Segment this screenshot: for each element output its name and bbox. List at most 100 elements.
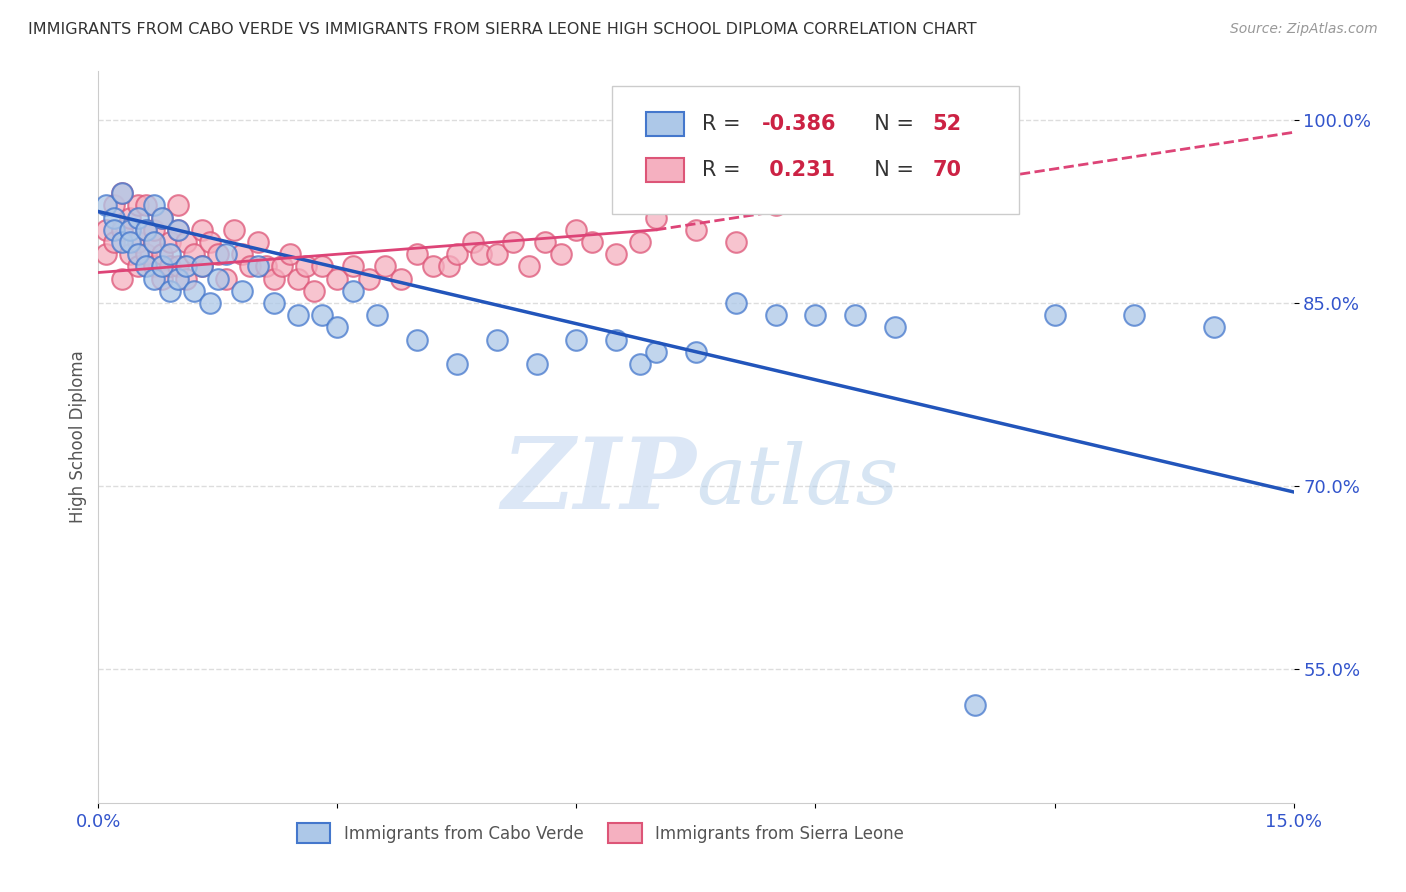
Point xyxy=(143,235,166,249)
Point xyxy=(159,284,181,298)
Point xyxy=(127,247,149,261)
Point xyxy=(198,296,221,310)
Point xyxy=(724,235,747,249)
Point xyxy=(143,223,166,237)
Point xyxy=(526,357,548,371)
Text: R =: R = xyxy=(702,160,747,180)
Point xyxy=(183,284,205,298)
Point xyxy=(765,198,787,212)
Point xyxy=(167,260,190,274)
Point xyxy=(143,271,166,285)
Point xyxy=(96,223,118,237)
Text: 0.231: 0.231 xyxy=(762,160,835,180)
Point xyxy=(254,260,277,274)
Point xyxy=(294,260,316,274)
Text: -0.386: -0.386 xyxy=(762,114,837,134)
Point xyxy=(446,357,468,371)
Point xyxy=(174,271,197,285)
Point xyxy=(174,260,197,274)
Point xyxy=(183,247,205,261)
Point xyxy=(135,260,157,274)
Point xyxy=(103,198,125,212)
Point xyxy=(159,235,181,249)
Point xyxy=(485,333,508,347)
Point xyxy=(150,260,173,274)
Point xyxy=(605,333,627,347)
Point xyxy=(159,247,181,261)
Text: N =: N = xyxy=(860,160,921,180)
Point xyxy=(239,260,262,274)
Point xyxy=(127,211,149,225)
Point xyxy=(103,211,125,225)
Point xyxy=(685,344,707,359)
Point xyxy=(446,247,468,261)
Point xyxy=(167,198,190,212)
Point xyxy=(406,247,429,261)
Text: 52: 52 xyxy=(932,114,962,134)
Point xyxy=(127,198,149,212)
Point xyxy=(103,223,125,237)
Point xyxy=(645,344,668,359)
Point xyxy=(120,247,142,261)
Point xyxy=(342,284,364,298)
Point xyxy=(581,235,603,249)
Point xyxy=(150,271,173,285)
Point xyxy=(135,223,157,237)
Point xyxy=(111,271,134,285)
Point xyxy=(198,235,221,249)
Point xyxy=(191,260,214,274)
Point xyxy=(159,260,181,274)
Point xyxy=(263,296,285,310)
Point xyxy=(246,260,269,274)
Point xyxy=(278,247,301,261)
Point xyxy=(1202,320,1225,334)
Point xyxy=(765,308,787,322)
Point xyxy=(470,247,492,261)
Point xyxy=(150,211,173,225)
Bar xyxy=(645,112,685,136)
Point xyxy=(135,223,157,237)
Point xyxy=(150,247,173,261)
Point xyxy=(326,271,349,285)
Point xyxy=(96,247,118,261)
Point xyxy=(111,186,134,201)
Point xyxy=(135,198,157,212)
Point xyxy=(111,235,134,249)
Point xyxy=(533,235,555,249)
Point xyxy=(143,198,166,212)
Point xyxy=(485,247,508,261)
Point xyxy=(246,235,269,249)
Legend: Immigrants from Cabo Verde, Immigrants from Sierra Leone: Immigrants from Cabo Verde, Immigrants f… xyxy=(290,817,911,849)
Point xyxy=(143,260,166,274)
Point xyxy=(111,186,134,201)
Point xyxy=(628,357,651,371)
Point xyxy=(311,260,333,274)
Point xyxy=(461,235,484,249)
Y-axis label: High School Diploma: High School Diploma xyxy=(69,351,87,524)
Point xyxy=(111,223,134,237)
Point xyxy=(724,296,747,310)
Point xyxy=(311,308,333,322)
Point xyxy=(207,247,229,261)
Point xyxy=(120,211,142,225)
Point xyxy=(406,333,429,347)
Point xyxy=(127,235,149,249)
Text: N =: N = xyxy=(860,114,921,134)
Point xyxy=(359,271,381,285)
Point xyxy=(231,284,253,298)
Point xyxy=(374,260,396,274)
Point xyxy=(437,260,460,274)
Text: ZIP: ZIP xyxy=(501,433,696,529)
Point xyxy=(844,308,866,322)
Point xyxy=(191,223,214,237)
Point xyxy=(215,271,238,285)
Point xyxy=(605,247,627,261)
Point xyxy=(565,223,588,237)
Point xyxy=(366,308,388,322)
Text: IMMIGRANTS FROM CABO VERDE VS IMMIGRANTS FROM SIERRA LEONE HIGH SCHOOL DIPLOMA C: IMMIGRANTS FROM CABO VERDE VS IMMIGRANTS… xyxy=(28,22,977,37)
Point xyxy=(963,698,986,713)
Point xyxy=(231,247,253,261)
Point xyxy=(287,308,309,322)
Point xyxy=(565,333,588,347)
Point xyxy=(103,235,125,249)
